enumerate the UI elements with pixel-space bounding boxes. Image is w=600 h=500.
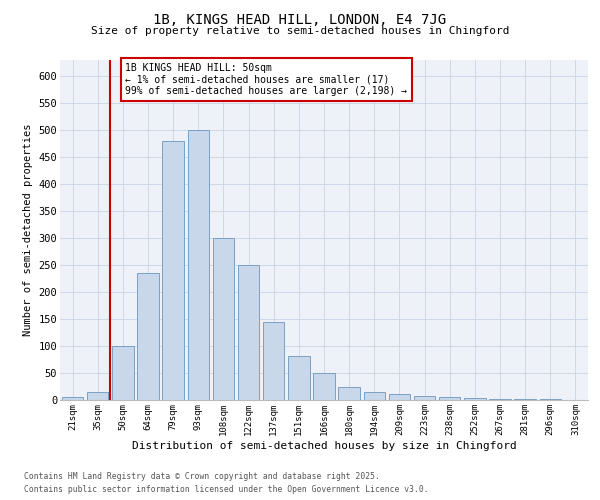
Bar xyxy=(414,396,435,400)
Bar xyxy=(364,392,385,400)
Bar xyxy=(62,398,83,400)
Bar xyxy=(464,398,485,400)
Bar xyxy=(338,386,360,400)
Text: Contains public sector information licensed under the Open Government Licence v3: Contains public sector information licen… xyxy=(24,485,428,494)
Y-axis label: Number of semi-detached properties: Number of semi-detached properties xyxy=(23,124,33,336)
Bar xyxy=(163,141,184,400)
Bar xyxy=(238,265,259,400)
X-axis label: Distribution of semi-detached houses by size in Chingford: Distribution of semi-detached houses by … xyxy=(131,440,517,450)
Bar xyxy=(188,130,209,400)
Bar xyxy=(490,399,511,400)
Bar xyxy=(263,322,284,400)
Bar xyxy=(439,398,460,400)
Bar xyxy=(112,346,134,400)
Text: Size of property relative to semi-detached houses in Chingford: Size of property relative to semi-detach… xyxy=(91,26,509,36)
Bar xyxy=(137,273,158,400)
Bar xyxy=(389,394,410,400)
Bar xyxy=(313,373,335,400)
Text: 1B KINGS HEAD HILL: 50sqm
← 1% of semi-detached houses are smaller (17)
99% of s: 1B KINGS HEAD HILL: 50sqm ← 1% of semi-d… xyxy=(125,62,407,96)
Bar xyxy=(288,356,310,400)
Bar xyxy=(213,238,234,400)
Text: 1B, KINGS HEAD HILL, LONDON, E4 7JG: 1B, KINGS HEAD HILL, LONDON, E4 7JG xyxy=(154,12,446,26)
Text: Contains HM Land Registry data © Crown copyright and database right 2025.: Contains HM Land Registry data © Crown c… xyxy=(24,472,380,481)
Bar xyxy=(87,392,109,400)
